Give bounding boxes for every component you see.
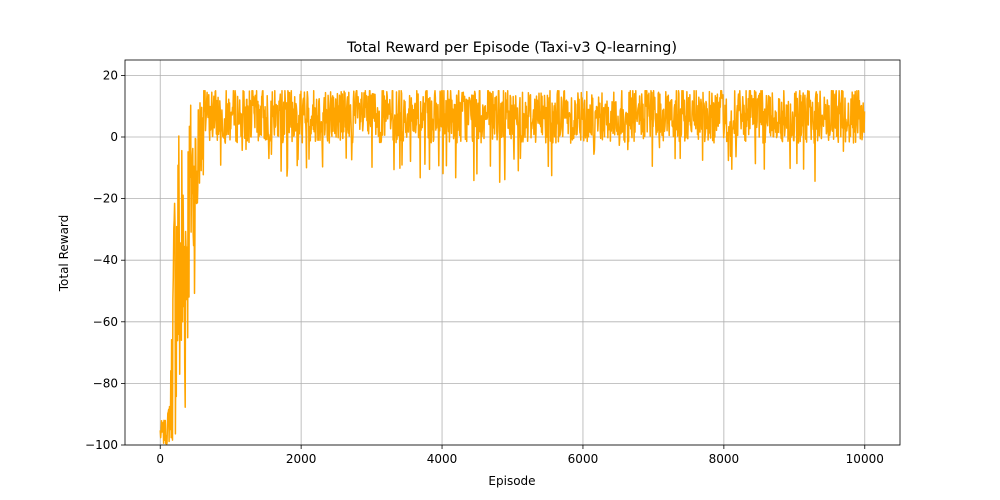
- x-tick-label: 10000: [846, 452, 884, 466]
- x-tick-label: 0: [156, 452, 164, 466]
- y-tick-label: −60: [93, 315, 118, 329]
- x-axis-ticks: 0 2000 4000 6000 8000 10000: [156, 445, 884, 466]
- y-tick-label: 20: [103, 68, 118, 82]
- y-tick-label: −100: [85, 438, 118, 452]
- x-tick-label: 8000: [709, 452, 740, 466]
- plot-frame: [124, 59, 901, 446]
- y-tick-label: −40: [93, 253, 118, 267]
- y-axis-ticks: −100 −80 −60 −40 −20 0 20: [85, 68, 125, 452]
- x-tick-label: 4000: [427, 452, 458, 466]
- x-axis-label: Episode: [488, 474, 535, 488]
- reward-series: [159, 90, 866, 445]
- x-tick-label: 2000: [286, 452, 317, 466]
- reward-line: [159, 90, 866, 445]
- y-tick-label: −20: [93, 192, 118, 206]
- y-tick-label: 0: [110, 130, 118, 144]
- y-axis-label: Total Reward: [57, 215, 71, 293]
- x-tick-label: 6000: [568, 452, 599, 466]
- chart-title: Total Reward per Episode (Taxi-v3 Q-lear…: [346, 40, 677, 56]
- y-tick-label: −80: [93, 376, 118, 390]
